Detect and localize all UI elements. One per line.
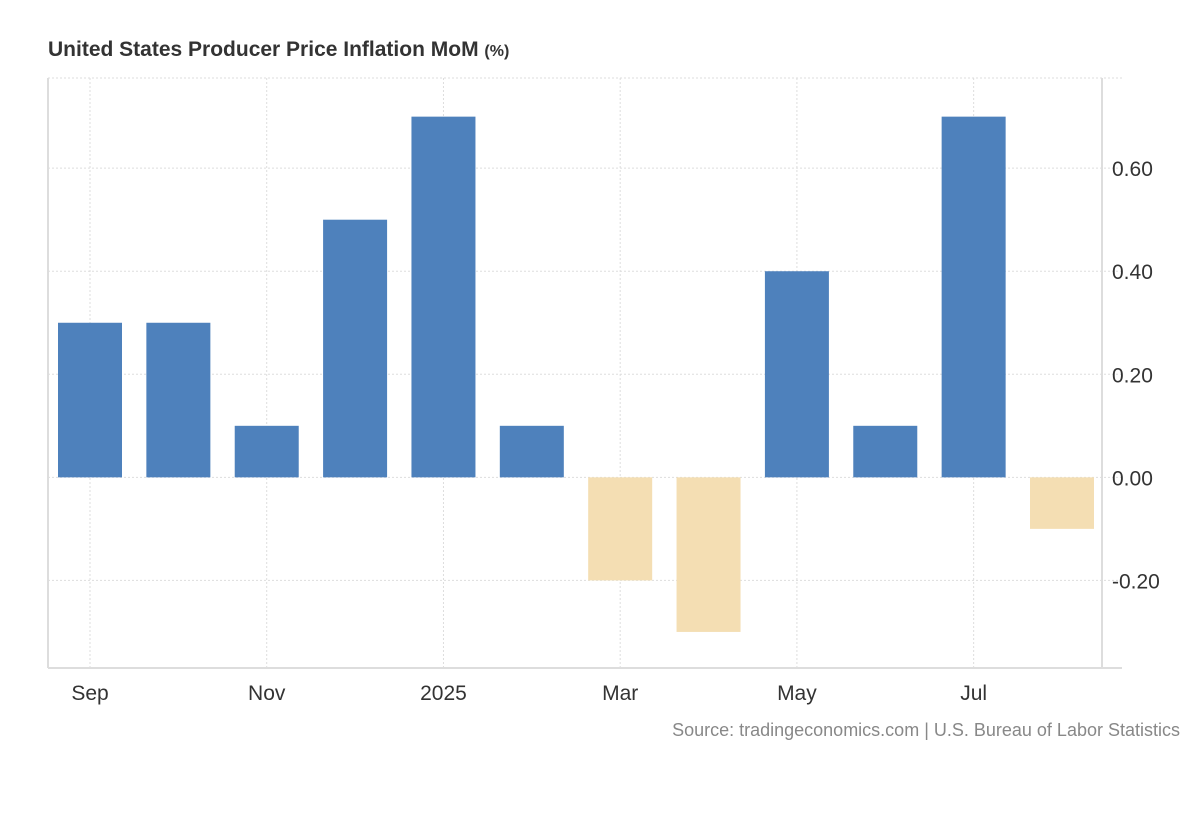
y-tick-label: -0.20 <box>1112 570 1160 593</box>
bar-jan-2025 <box>411 116 476 478</box>
bar-mar-2025 <box>588 477 653 581</box>
bar-aug-2025 <box>1030 477 1094 529</box>
bar-jul-2025 <box>941 116 1006 478</box>
x-tick-label: Nov <box>248 682 286 705</box>
y-tick-label: 0.60 <box>1112 158 1153 181</box>
y-tick-label: 0.20 <box>1112 364 1153 387</box>
bar-sep-2024 <box>58 322 122 478</box>
chart-title: United States Producer Price Inflation M… <box>48 38 509 62</box>
y-tick-label: 0.00 <box>1112 467 1153 490</box>
x-tick-label: 2025 <box>420 682 467 705</box>
x-tick-label: Jul <box>960 682 987 705</box>
chart-title-text: United States Producer Price Inflation M… <box>48 38 479 61</box>
chart-unit: (%) <box>484 43 510 60</box>
bar-may-2025 <box>764 271 829 478</box>
bar-feb-2025 <box>499 425 564 478</box>
x-tick-label: May <box>777 682 817 705</box>
bar-dec-2024 <box>323 219 388 478</box>
bar-oct-2024 <box>146 322 211 478</box>
y-tick-label: 0.40 <box>1112 261 1153 284</box>
x-tick-label: Sep <box>71 682 108 705</box>
bar-apr-2025 <box>676 477 741 632</box>
x-tick-label: Mar <box>602 682 638 705</box>
bar-nov-2024 <box>234 425 299 478</box>
bar-jun-2025 <box>853 425 918 478</box>
source-text: Source: tradingeconomics.com | U.S. Bure… <box>672 720 1180 740</box>
